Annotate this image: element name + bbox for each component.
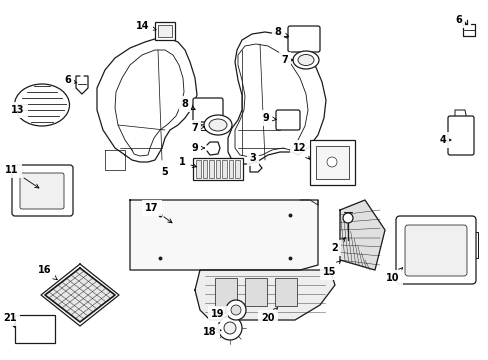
Ellipse shape [208, 119, 226, 131]
Bar [309, 140, 354, 185]
Bar [274, 278, 296, 306]
Circle shape [225, 300, 245, 320]
Bar [15, 315, 55, 343]
Bar [215, 278, 237, 306]
Text: 15: 15 [323, 261, 340, 277]
Ellipse shape [292, 51, 318, 69]
Polygon shape [339, 200, 384, 270]
Text: 6: 6 [64, 75, 77, 85]
FancyBboxPatch shape [275, 110, 299, 130]
Text: 4: 4 [439, 135, 450, 145]
Polygon shape [227, 32, 325, 164]
Text: 11: 11 [5, 165, 39, 188]
Bar [196, 160, 200, 178]
Bar [158, 25, 172, 37]
Ellipse shape [203, 115, 231, 135]
Bar [202, 160, 206, 178]
Text: 1: 1 [178, 157, 196, 167]
Bar [215, 160, 220, 178]
Text: 20: 20 [261, 308, 277, 323]
Text: 12: 12 [293, 143, 309, 159]
Bar [244, 278, 266, 306]
FancyBboxPatch shape [287, 26, 319, 52]
FancyBboxPatch shape [404, 225, 466, 276]
Circle shape [224, 322, 236, 334]
Polygon shape [195, 270, 334, 320]
Bar [222, 160, 226, 178]
Ellipse shape [297, 54, 313, 66]
Text: 9: 9 [191, 143, 204, 153]
Text: 17: 17 [145, 203, 172, 223]
Text: 5: 5 [162, 167, 168, 177]
Text: 8: 8 [274, 27, 288, 37]
FancyBboxPatch shape [193, 98, 223, 122]
Text: 9: 9 [262, 113, 276, 123]
FancyBboxPatch shape [12, 165, 73, 216]
FancyBboxPatch shape [395, 216, 475, 284]
Text: 7: 7 [281, 55, 292, 65]
Text: 21: 21 [3, 313, 17, 327]
Bar [228, 160, 232, 178]
Text: 13: 13 [11, 105, 25, 115]
Text: 6: 6 [455, 15, 465, 25]
Text: 10: 10 [386, 268, 402, 283]
Text: 8: 8 [181, 99, 195, 109]
Text: 2: 2 [331, 238, 345, 253]
FancyBboxPatch shape [20, 173, 64, 209]
Circle shape [326, 157, 336, 167]
Circle shape [230, 305, 241, 315]
Text: 3: 3 [249, 153, 256, 163]
Ellipse shape [15, 84, 69, 126]
Bar [193, 158, 243, 180]
Text: 14: 14 [136, 21, 156, 31]
FancyBboxPatch shape [447, 116, 473, 155]
Circle shape [342, 213, 352, 223]
Text: 16: 16 [38, 265, 57, 280]
Text: 7: 7 [191, 123, 204, 133]
Bar [155, 22, 175, 40]
Bar [208, 160, 213, 178]
Polygon shape [130, 200, 317, 270]
Text: 19: 19 [211, 309, 227, 319]
Bar [315, 146, 348, 179]
Bar [235, 160, 239, 178]
Polygon shape [97, 38, 197, 162]
Text: 18: 18 [203, 327, 221, 337]
Circle shape [218, 316, 242, 340]
Polygon shape [45, 268, 115, 322]
